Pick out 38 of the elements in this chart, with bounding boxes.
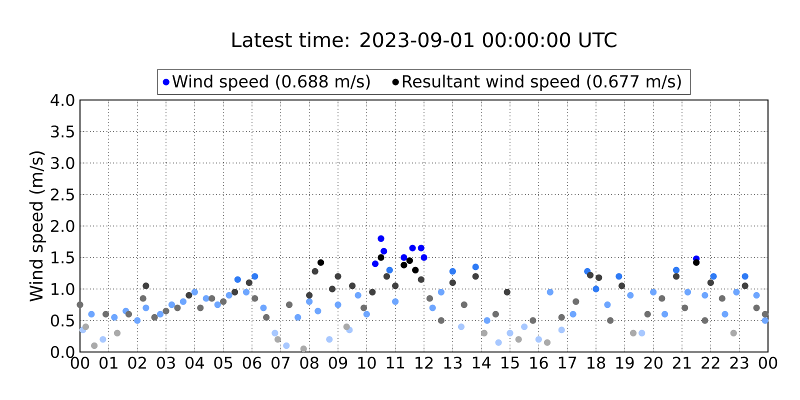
x-tick-label: 05	[214, 356, 232, 369]
x-tick-label: 20	[644, 356, 662, 369]
y-tick-label: 4.0	[50, 94, 74, 106]
x-tick-label: 11	[386, 356, 404, 368]
x-tick-label: 15	[502, 356, 519, 369]
y-tick-label: 1.5	[52, 252, 74, 264]
y-tick-label: 1.0	[52, 282, 74, 296]
x-tick-label: 13	[444, 356, 462, 369]
x-tick-label: 18	[588, 356, 606, 369]
x-tick-label: 03	[156, 356, 175, 369]
y-tick-label: 2.5	[51, 188, 74, 201]
x-tick-label: 10	[358, 356, 376, 369]
x-tick-label: 09	[328, 356, 348, 369]
x-tick-label: 06	[242, 356, 262, 369]
x-tick-label: 07	[272, 356, 290, 369]
x-tick-label: 12	[416, 356, 433, 369]
x-tick-label: 16	[530, 356, 548, 369]
y-tick-label: 0.5	[50, 314, 74, 327]
x-tick-label: 19	[616, 356, 634, 369]
y-axis-title: Wind speed (m/s)	[29, 151, 46, 302]
x-tick-label: 22	[702, 356, 720, 369]
legend-label: Resultant wind speed (0.677 m/s)	[402, 74, 681, 91]
y-tick-label: 2.0	[51, 220, 74, 232]
legend-label: Wind speed (0.688 m/s)	[172, 74, 370, 91]
chart-title: Latest time: 2023-09-01 00:00:00 UTC	[232, 32, 616, 48]
x-tick-label: 02	[128, 356, 146, 369]
x-tick-label: 08	[300, 356, 318, 369]
x-tick-label: 14	[472, 356, 491, 368]
x-tick-label: 21	[672, 356, 691, 369]
x-tick-label: 23	[730, 356, 748, 369]
x-tick-label: 01	[100, 356, 118, 369]
y-tick-label: 3.5	[51, 125, 74, 138]
x-tick-label: 17	[558, 356, 576, 368]
y-tick-label: 0.0	[50, 346, 74, 358]
x-tick-label: 04	[186, 356, 204, 369]
x-tick-label: 00	[758, 356, 778, 369]
x-tick-label: 00	[70, 356, 90, 369]
y-tick-label: 3.0	[51, 156, 74, 170]
